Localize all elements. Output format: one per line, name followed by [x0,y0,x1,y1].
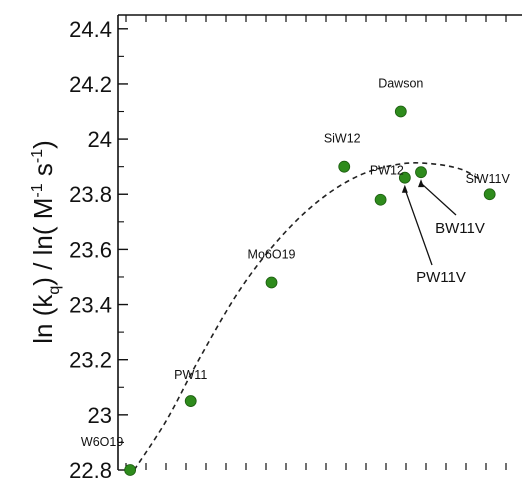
y-axis-title-part: s [28,163,58,183]
y-axis-title-part: ln (k [28,294,58,344]
callout-label: PW11V [416,269,466,286]
data-point [184,395,197,407]
data-point [483,188,496,201]
y-axis-title: ln (kq) / ln( M-1 s-1) [28,140,63,344]
y-tick-label: 24.4 [69,17,112,42]
point-label: SiW11V [466,172,511,186]
y-axis-title-part: -1 [29,149,46,163]
data-point [124,464,137,476]
point-label: SiW12 [324,132,361,146]
data-point [415,166,427,179]
point-label: W6O19 [81,435,123,449]
point-label: Dawson [378,77,423,91]
y-axis-title-part: ) / ln( M [28,198,58,286]
data-point [374,193,387,206]
y-axis-title-part: ) [28,140,58,149]
point-label: Mo6O19 [248,247,296,261]
data-point [265,276,278,289]
data-point [338,160,351,173]
callout-label: BW11V [435,220,485,237]
point-label: PW12 [370,164,404,178]
y-tick-label: 24.2 [69,72,112,97]
y-tick-label: 23.2 [69,348,112,373]
data-point [394,105,407,118]
y-tick-label: 23.4 [69,293,112,318]
point-label: PW11 [174,368,207,382]
data-point [398,171,411,184]
y-axis-title-part: q [46,286,63,295]
y-tick-label: 23.6 [69,237,112,262]
callout-arrow [420,182,457,216]
y-tick-label: 23.8 [69,182,112,207]
callout-arrow [404,188,433,266]
callout-arrowhead [418,179,424,188]
y-tick-label: 22.8 [69,458,112,479]
y-tick-label: 23 [88,403,112,428]
y-axis-title-part: -1 [29,183,46,197]
trend-line [133,162,482,471]
callout-arrowhead [401,184,408,193]
y-tick-label: 24 [88,127,112,152]
